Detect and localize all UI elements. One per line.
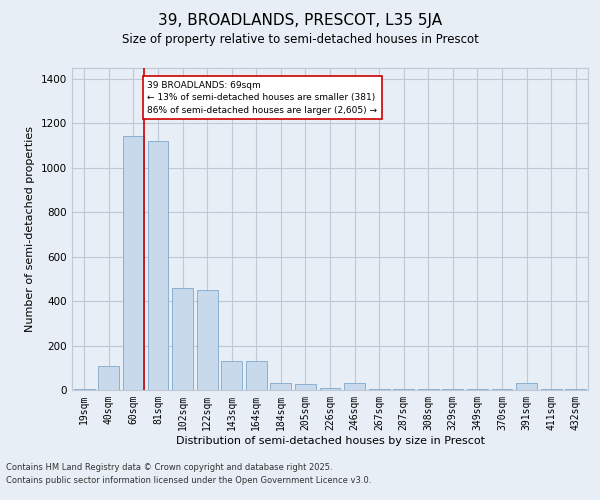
Bar <box>516 384 537 390</box>
Text: Contains HM Land Registry data © Crown copyright and database right 2025.: Contains HM Land Registry data © Crown c… <box>6 464 332 472</box>
Bar <box>148 141 169 390</box>
Bar <box>393 389 414 390</box>
Bar <box>344 384 365 390</box>
Text: Size of property relative to semi-detached houses in Prescot: Size of property relative to semi-detach… <box>122 32 478 46</box>
Text: 39 BROADLANDS: 69sqm
← 13% of semi-detached houses are smaller (381)
86% of semi: 39 BROADLANDS: 69sqm ← 13% of semi-detac… <box>148 81 377 115</box>
Bar <box>221 361 242 390</box>
Bar <box>172 288 193 390</box>
Bar <box>246 361 267 390</box>
Bar <box>271 384 292 390</box>
X-axis label: Distribution of semi-detached houses by size in Prescot: Distribution of semi-detached houses by … <box>176 436 485 446</box>
Bar <box>74 389 95 390</box>
Bar <box>565 389 586 390</box>
Bar <box>442 389 463 390</box>
Y-axis label: Number of semi-detached properties: Number of semi-detached properties <box>25 126 35 332</box>
Bar <box>418 389 439 390</box>
Bar <box>123 136 144 390</box>
Bar <box>491 389 512 390</box>
Bar <box>368 389 389 390</box>
Text: 39, BROADLANDS, PRESCOT, L35 5JA: 39, BROADLANDS, PRESCOT, L35 5JA <box>158 12 442 28</box>
Bar <box>467 389 488 390</box>
Text: Contains public sector information licensed under the Open Government Licence v3: Contains public sector information licen… <box>6 476 371 485</box>
Bar <box>197 290 218 390</box>
Bar <box>541 389 562 390</box>
Bar <box>98 366 119 390</box>
Bar <box>295 384 316 390</box>
Bar <box>320 388 340 390</box>
